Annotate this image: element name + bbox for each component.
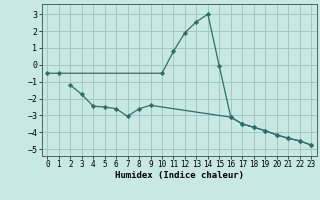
X-axis label: Humidex (Indice chaleur): Humidex (Indice chaleur) [115, 171, 244, 180]
